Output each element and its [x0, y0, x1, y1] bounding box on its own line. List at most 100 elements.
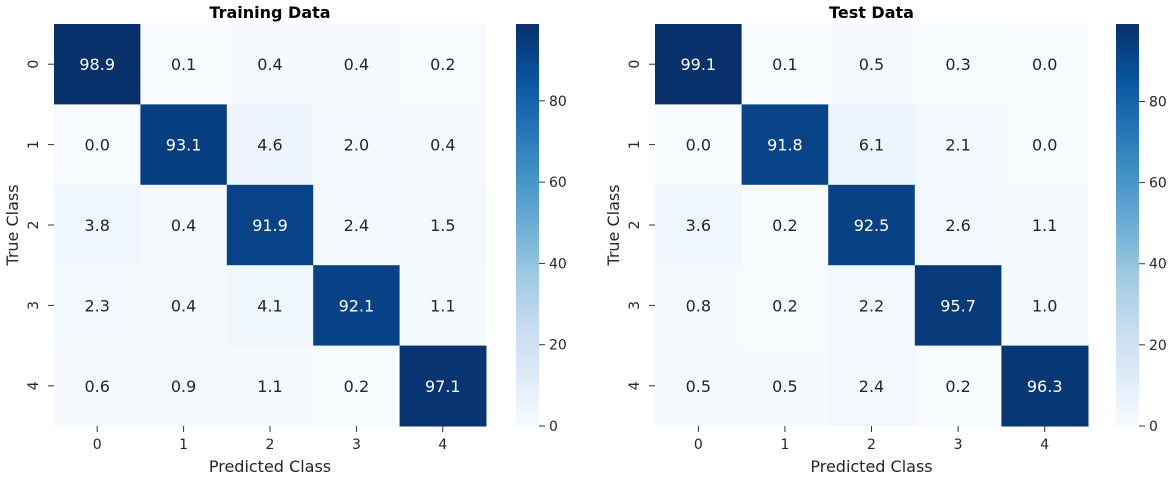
y-axis-label: True Class: [604, 184, 623, 266]
cell-value-label: 2.2: [859, 296, 884, 315]
cell-value-label: 0.0: [84, 136, 109, 155]
heatmap-cell: [54, 345, 141, 427]
cell-value-label: 92.1: [339, 296, 375, 315]
heatmap-cell: [140, 24, 228, 105]
cell-value-label: 1.0: [1032, 296, 1057, 315]
cell-value-label: 0.2: [945, 377, 970, 396]
cell-value-label: 0.1: [772, 55, 797, 74]
heatmap-cell: [1001, 24, 1089, 105]
colorbar-tick-label: 20: [549, 338, 567, 354]
heatmap-cell: [399, 265, 487, 347]
heatmap-cell: [1001, 265, 1089, 347]
heatmap-cell: [741, 24, 829, 105]
heatmap-cell: [741, 104, 829, 186]
heatmap-cell: [226, 184, 314, 266]
y-tick-label: 1: [627, 140, 643, 149]
heatmap-cell: [828, 24, 916, 105]
chart-title: Training Data: [209, 3, 330, 22]
heatmap-cell: [54, 184, 141, 266]
heatmap-cell: [1001, 184, 1089, 266]
x-tick-label: 4: [438, 437, 447, 453]
colorbar-tick-label: 20: [1149, 338, 1167, 354]
cell-value-label: 2.0: [344, 136, 369, 155]
heatmap-panel-0: Training Data 98.9 0.1 0.4 0.4 0.2 0.0 93.1 4.6 2…: [3, 3, 567, 476]
cell-value-label: 1.1: [1032, 216, 1057, 235]
heatmap-cell: [140, 265, 228, 347]
heatmap-cell: [226, 104, 314, 186]
heatmap-cell: [741, 265, 829, 347]
cell-value-label: 0.4: [171, 296, 196, 315]
x-tick-label: 1: [780, 437, 789, 453]
cell-value-label: 96.3: [1027, 377, 1063, 396]
cell-value-label: 93.1: [166, 136, 202, 155]
heatmap-cell: [226, 265, 314, 347]
cell-value-label: 0.0: [1032, 55, 1057, 74]
cell-value-label: 1.1: [430, 296, 455, 315]
cell-value-label: 0.6: [84, 377, 109, 396]
cell-value-label: 0.0: [686, 136, 711, 155]
cell-value-label: 99.1: [680, 55, 716, 74]
heatmap-cell: [828, 104, 916, 186]
colorbar-tick-label: 40: [549, 256, 567, 272]
heatmap-cell: [140, 184, 228, 266]
colorbar-tick-label: 60: [549, 175, 567, 191]
cell-value-label: 3.8: [84, 216, 109, 235]
cell-value-label: 2.3: [84, 296, 109, 315]
cell-value-label: 4.6: [257, 136, 282, 155]
colorbar: [516, 24, 539, 426]
heatmap-cell: [399, 345, 487, 427]
heatmap-cell: [54, 104, 141, 186]
heatmap-cell: [313, 184, 401, 266]
cell-value-label: 0.4: [430, 136, 455, 155]
heatmap-cell: [313, 345, 401, 427]
heatmap-cell: [655, 104, 743, 186]
x-axis-label: Predicted Class: [810, 457, 932, 476]
cell-value-label: 98.9: [79, 55, 115, 74]
x-tick-label: 2: [867, 437, 876, 453]
heatmap-cell: [655, 265, 743, 347]
cell-value-label: 92.5: [854, 216, 890, 235]
cell-value-label: 0.2: [772, 296, 797, 315]
cell-value-label: 0.5: [686, 377, 711, 396]
heatmap-cell: [313, 24, 401, 105]
cell-value-label: 0.4: [171, 216, 196, 235]
cell-value-label: 3.6: [686, 216, 711, 235]
cell-value-label: 0.8: [686, 296, 711, 315]
y-tick-label: 2: [627, 221, 643, 230]
heatmap-cell: [914, 345, 1002, 427]
cell-value-label: 2.4: [859, 377, 884, 396]
heatmap-cell: [399, 24, 487, 105]
heatmap-cell: [399, 184, 487, 266]
cell-value-label: 1.5: [430, 216, 455, 235]
x-tick-label: 0: [93, 437, 102, 453]
y-tick-label: 4: [627, 381, 643, 390]
cell-value-label: 0.0: [1032, 136, 1057, 155]
cell-value-label: 95.7: [940, 296, 976, 315]
cell-value-label: 0.2: [344, 377, 369, 396]
cell-value-label: 0.2: [772, 216, 797, 235]
x-tick-label: 1: [179, 437, 188, 453]
x-axis-label: Predicted Class: [209, 457, 331, 476]
heatmap-cell: [1001, 104, 1089, 186]
cell-value-label: 0.4: [257, 55, 282, 74]
heatmap-cell: [54, 24, 141, 105]
cell-value-label: 0.3: [945, 55, 970, 74]
heatmap-cell: [655, 184, 743, 266]
cell-value-label: 2.1: [945, 136, 970, 155]
heatmap-cell: [914, 184, 1002, 266]
heatmap-cell: [655, 24, 743, 105]
heatmap-cell: [399, 104, 487, 186]
y-tick-label: 2: [26, 221, 42, 230]
cell-value-label: 6.1: [859, 136, 884, 155]
heatmap-cell: [313, 265, 401, 347]
cell-value-label: 97.1: [425, 377, 461, 396]
colorbar-tick-label: 80: [1149, 94, 1167, 110]
heatmap-cell: [140, 345, 228, 427]
colorbar-tick-label: 80: [549, 94, 567, 110]
y-tick-label: 1: [26, 140, 42, 149]
y-tick-label: 4: [26, 381, 42, 390]
y-tick-label: 3: [26, 301, 42, 310]
heatmap-cell: [226, 24, 314, 105]
heatmap-cell: [828, 184, 916, 266]
